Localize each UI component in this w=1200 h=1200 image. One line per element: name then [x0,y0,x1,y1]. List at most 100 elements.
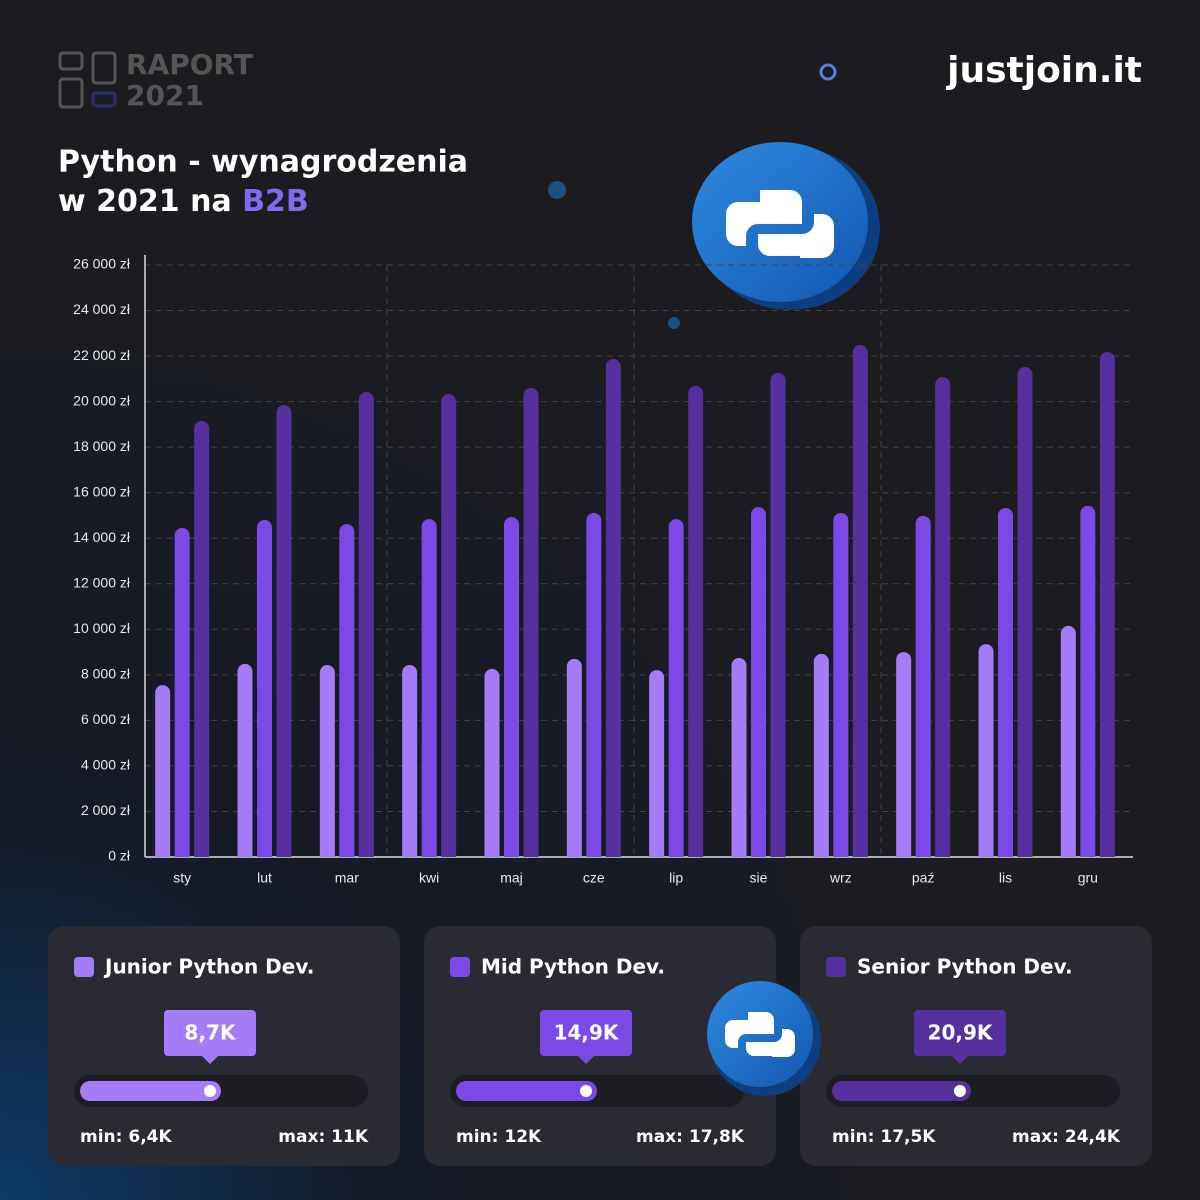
bar [668,519,684,857]
bar [770,372,786,857]
subtitle-text: w 2021 na [58,184,232,219]
y-tick-label: 26 000 zł [73,256,131,272]
average-bar [832,1081,971,1101]
chart: 0 zł 2 000 zł 4 000 zł 6 000 zł 8 000 zł 10 0… [73,255,1133,886]
bar [813,653,829,857]
knob [204,1085,216,1097]
bar [586,512,602,857]
bar [504,517,519,857]
x-tick-label: sty [173,870,191,886]
legend-label: Senior Python Dev. [857,955,1073,979]
tooltip [913,1010,1006,1064]
x-tick-label: lip [669,870,683,886]
min-label: min: 12K [456,1127,542,1147]
bar [833,512,849,857]
bar [751,507,766,857]
bar [1017,367,1033,857]
y-tick-label: 24 000 zł [73,301,131,317]
y-tick-label: 2 000 zł [81,802,131,818]
y-tick-label: 0 zł [108,848,131,864]
bar [1060,625,1076,857]
bar [523,387,539,857]
legend-label: Mid Python Dev. [481,955,665,979]
x-tick-label: sie [750,870,768,886]
min-label: min: 6,4K [80,1127,172,1147]
y-tick-label: 14 000 zł [73,529,131,545]
x-tick-label: gru [1078,870,1098,886]
x-tick-label: mar [335,870,359,886]
decor [668,317,680,329]
python-logo-small [707,981,821,1096]
bar [237,663,253,857]
bar [935,377,951,857]
decor [819,63,837,81]
bar [1099,351,1115,857]
average-label: 20,9K [928,1021,994,1045]
bar [358,392,374,857]
x-tick-label: lis [999,870,1012,886]
average-bar [456,1081,597,1101]
knob [580,1085,592,1097]
bar [998,507,1014,857]
max-label: max: 11K [278,1127,369,1147]
average-bar [80,1081,221,1101]
brand: justjoin.it [945,50,1142,91]
legend-label: Junior Python Dev. [103,955,314,979]
y-tick-label: 4 000 zł [81,757,131,773]
max-label: max: 17,8K [636,1127,745,1147]
x-tick-label: lut [257,870,272,886]
x-tick-label: cze [583,870,605,886]
y-tick-label: 22 000 zł [73,347,131,363]
bar [566,658,582,857]
bar [731,657,747,857]
cards: Junior Python Dev. 8,7K min: 6,4K max: 11K M… [48,926,1152,1166]
report-year: 2021 [126,79,204,112]
average-label: 14,9K [554,1021,620,1045]
chart-subtitle: w 2021 na B2B [58,184,309,219]
bar [484,668,500,857]
bar [605,359,621,857]
bar [1080,505,1096,857]
max-label: max: 24,4K [1012,1127,1121,1147]
legend-swatch [450,957,470,977]
y-tick-label: 18 000 zł [73,438,131,454]
x-tick-label: kwi [419,870,439,886]
bar [441,394,457,857]
subtitle-highlight: B2B [242,184,309,219]
tooltip [540,1010,632,1064]
bar [915,515,931,857]
bar [339,524,355,857]
x-tick-label: wrz [829,870,852,886]
bar [402,665,418,857]
tooltip [164,1010,256,1064]
bar [852,344,868,857]
x-tick-label: maj [500,870,523,886]
bar [155,685,171,857]
decor [548,181,566,199]
y-tick-label: 16 000 zł [73,483,131,499]
legend-swatch [826,957,846,977]
bar [276,405,292,857]
y-tick-label: 20 000 zł [73,392,131,408]
x-tick-label: paź [912,870,935,886]
python-logo [692,142,880,310]
legend-swatch [74,957,94,977]
knob [953,1085,966,1097]
min-label: min: 17,5K [832,1127,936,1147]
bar [421,519,437,857]
report-logo [58,51,117,109]
report-label: RAPORT [126,48,253,81]
bar [174,527,190,857]
y-tick-label: 6 000 zł [81,711,131,727]
chart-title: Python - wynagrodzenia [58,145,468,180]
average-label: 8,7K [185,1021,237,1045]
bar [649,670,665,857]
y-tick-label: 12 000 zł [73,574,131,590]
bar [319,665,335,857]
y-tick-label: 10 000 zł [73,620,131,636]
bar [896,652,912,857]
y-tick-label: 8 000 zł [81,666,131,682]
bar [194,420,210,857]
bar [688,385,704,857]
